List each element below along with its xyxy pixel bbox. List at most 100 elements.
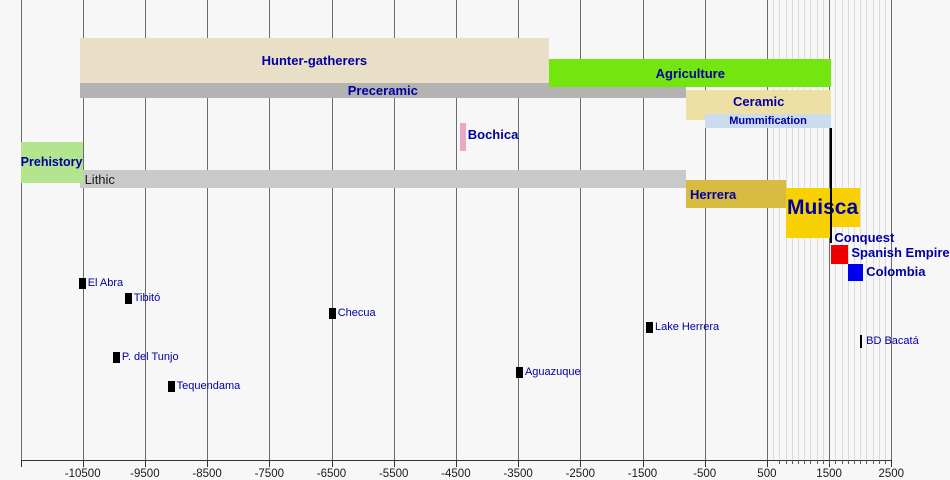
gridline-minor (773, 0, 775, 460)
site-marker-el-abra (79, 277, 87, 289)
gridline-minor (835, 0, 837, 460)
period-label-preceramic[interactable]: Preceramic (347, 83, 418, 98)
site-label-aguazuque[interactable]: Aguazuque (524, 366, 581, 378)
x-axis-tick-minor (847, 459, 849, 464)
period-label-agriculture[interactable]: Agriculture (655, 65, 725, 81)
site-marker-checua (329, 307, 337, 319)
bochica-label[interactable]: Bochica (467, 127, 519, 142)
gridline-major (269, 0, 271, 460)
period-bar-mummification: Mummification (704, 114, 832, 128)
x-axis-tick-major (331, 459, 333, 467)
x-axis-tick-minor (878, 459, 880, 464)
gridline-major (393, 0, 395, 460)
x-axis-tick-minor (853, 459, 855, 464)
x-axis-label: -7500 (254, 467, 285, 480)
site-label-bd-bacata[interactable]: BD Bacatá (866, 335, 919, 347)
period-bar-muisca: Muisca (785, 188, 860, 227)
x-axis-tick-minor (841, 459, 843, 464)
period-bar-hunter-gatherers: Hunter-gatherers (79, 38, 550, 83)
x-axis-tick-major (455, 459, 457, 467)
gridline-minor (841, 0, 843, 460)
site-marker-tibito (125, 292, 133, 304)
x-axis-tick-major (144, 459, 146, 467)
gridline-major (207, 0, 209, 460)
x-axis-tick-major (269, 459, 271, 467)
gridline-major (580, 0, 582, 460)
x-axis-tick-minor (822, 459, 824, 464)
period-bar-preceramic: Preceramic (79, 83, 687, 98)
x-axis-tick-minor (866, 459, 868, 464)
site-label-el-abra[interactable]: El Abra (87, 277, 124, 289)
gridline-major (455, 0, 457, 460)
x-axis-label: -500 (693, 467, 717, 480)
period-bar-lithic: Lithic (79, 170, 687, 188)
site-label-tibito[interactable]: Tibitó (133, 292, 161, 304)
site-label-lake-herrera[interactable]: Lake Herrera (654, 321, 720, 333)
conquest-marker (830, 128, 833, 243)
colombia-bar (848, 264, 864, 281)
bochica-marker (459, 123, 466, 151)
gridline-major (144, 0, 146, 460)
x-axis-label: -1500 (627, 467, 658, 480)
x-axis-tick-minor (791, 459, 793, 464)
x-axis-tick-major (518, 459, 520, 467)
x-axis-label: -2500 (565, 467, 596, 480)
period-bar-prehistory: Prehistory (20, 142, 83, 183)
period-label-mummification[interactable]: Mummification (729, 114, 807, 127)
gridline-minor (885, 0, 887, 460)
gridline-major (704, 0, 706, 460)
gridline-minor (878, 0, 880, 460)
site-marker-aguazuque (516, 366, 524, 378)
period-label-muisca[interactable]: Muisca (786, 196, 859, 219)
x-axis-tick-major (891, 459, 893, 467)
x-axis-label: -3500 (503, 467, 533, 480)
x-axis-tick-major (393, 459, 395, 467)
site-label-p-del-tunjo[interactable]: P. del Tunjo (121, 351, 179, 363)
x-axis-tick-minor (816, 459, 818, 464)
site-marker-lake-herrera (646, 321, 654, 333)
x-axis-label: -4500 (441, 467, 471, 480)
gridline-major (82, 0, 84, 460)
x-axis-tick-minor (829, 459, 831, 464)
site-label-checua[interactable]: Checua (337, 307, 376, 319)
x-axis-tick-major (642, 459, 644, 467)
x-axis-label: -9500 (130, 467, 160, 480)
site-marker-tequendama (168, 380, 176, 392)
gridline-major (642, 0, 644, 460)
x-axis-tick-minor (804, 459, 806, 464)
gridline-major (331, 0, 333, 460)
x-axis-tick-major (20, 459, 22, 467)
spanish-empire-label[interactable]: Spanish Empire (851, 245, 950, 260)
x-axis-tick-major (704, 459, 706, 467)
gridline-minor (853, 0, 855, 460)
x-axis-label: 2500 (878, 467, 905, 480)
x-axis-label: -10500 (64, 467, 101, 480)
x-axis-label: -5500 (378, 467, 409, 480)
gridline-major (518, 0, 520, 460)
gridline-minor (860, 0, 862, 460)
site-marker-bd-bacata (859, 334, 863, 348)
gridline-minor (866, 0, 868, 460)
x-axis-tick-major (580, 459, 582, 467)
gridline-major (766, 0, 768, 460)
x-axis-tick-major (82, 459, 84, 467)
gridline-minor (779, 0, 781, 460)
x-axis-tick-minor (798, 459, 799, 464)
x-axis-tick-minor (779, 459, 781, 464)
gridline-major (891, 0, 893, 460)
gridline-minor (872, 0, 874, 460)
x-axis-tick-minor (835, 459, 837, 464)
period-label-prehistory[interactable]: Prehistory (20, 155, 83, 170)
period-bar-agriculture: Agriculture (549, 59, 832, 87)
period-label-hunter-gatherers[interactable]: Hunter-gatherers (261, 53, 368, 68)
x-axis-tick-minor (785, 459, 787, 464)
colombia-label[interactable]: Colombia (866, 264, 926, 279)
period-label-ceramic[interactable]: Ceramic (733, 93, 785, 109)
gridline-minor (847, 0, 849, 460)
site-label-tequendama[interactable]: Tequendama (176, 380, 241, 392)
gridline-major (20, 0, 22, 460)
conquest-label[interactable]: Conquest (834, 230, 895, 245)
x-axis-label: -8500 (192, 467, 222, 480)
x-axis-tick-minor (872, 459, 874, 464)
period-label-herrera[interactable]: Herrera (690, 186, 737, 202)
